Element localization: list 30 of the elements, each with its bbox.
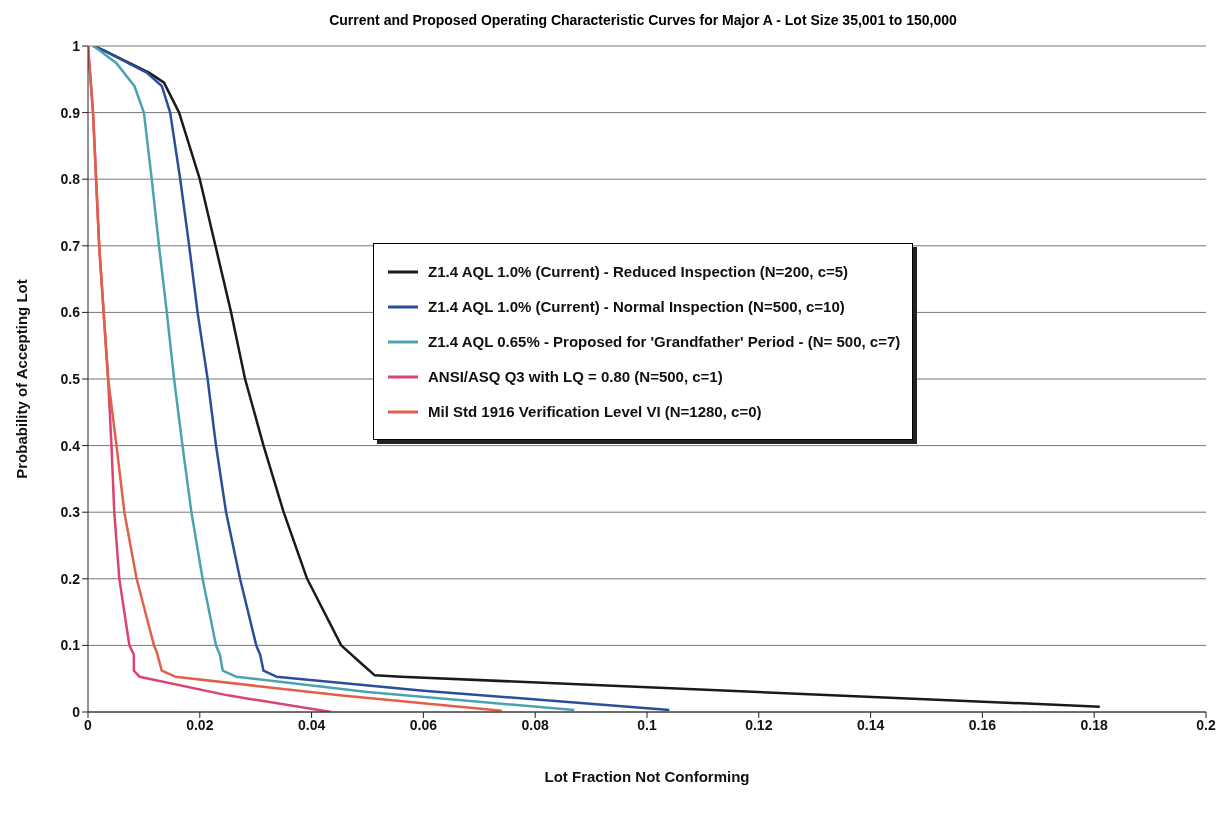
x-tick-label: 0.04 — [297, 716, 326, 733]
x-tick-label: 0.2 — [1196, 716, 1216, 733]
x-tick-label: 0.08 — [521, 716, 550, 733]
legend-label: Z1.4 AQL 1.0% (Current) - Reduced Inspection (N=200, c=5) — [428, 263, 849, 280]
x-axis-title: Lot Fraction Not Conforming — [544, 768, 750, 785]
x-tick-label: 0.12 — [745, 716, 773, 733]
x-tick-label: 0.16 — [968, 716, 997, 733]
y-tick-label: 0.6 — [60, 304, 81, 321]
y-tick-label: 0 — [72, 703, 81, 720]
x-tick-label: 0.14 — [856, 716, 885, 733]
y-tick-label: 1 — [72, 37, 81, 54]
chart-title: Current and Proposed Operating Characteristic Curves for Major A - Lot Size 35,001 to 150,000 — [328, 11, 958, 30]
legend-label: Z1.4 AQL 0.65% - Proposed for 'Grandfather' Period - (N= 500, c=7) — [428, 333, 901, 350]
y-tick-label: 0.4 — [60, 437, 81, 454]
x-tick-label: 0.06 — [409, 716, 438, 733]
x-tick-label: 0.1 — [637, 716, 657, 733]
x-tick-label: 0.18 — [1080, 716, 1109, 733]
y-tick-label: 0.5 — [60, 370, 81, 387]
y-tick-label: 0.9 — [60, 104, 81, 121]
y-tick-label: 0.1 — [60, 637, 81, 654]
x-tick-label: 0.02 — [186, 716, 214, 733]
legend-label: Z1.4 AQL 1.0% (Current) - Normal Inspection (N=500, c=10) — [428, 298, 845, 315]
y-tick-label: 0.8 — [60, 171, 81, 188]
y-tick-label: 0.3 — [60, 504, 81, 521]
y-tick-label: 0.7 — [60, 237, 81, 254]
legend-label: Mil Std 1916 Verification Level VI (N=1280, c=0) — [428, 403, 762, 420]
legend-label: ANSI/ASQ Q3 with LQ = 0.80 (N=500, c=1) — [428, 368, 723, 385]
y-tick-label: 0.2 — [60, 570, 81, 587]
y-axis-title: Probability of Accepting Lot — [13, 279, 31, 479]
x-tick-label: 0 — [84, 716, 93, 733]
